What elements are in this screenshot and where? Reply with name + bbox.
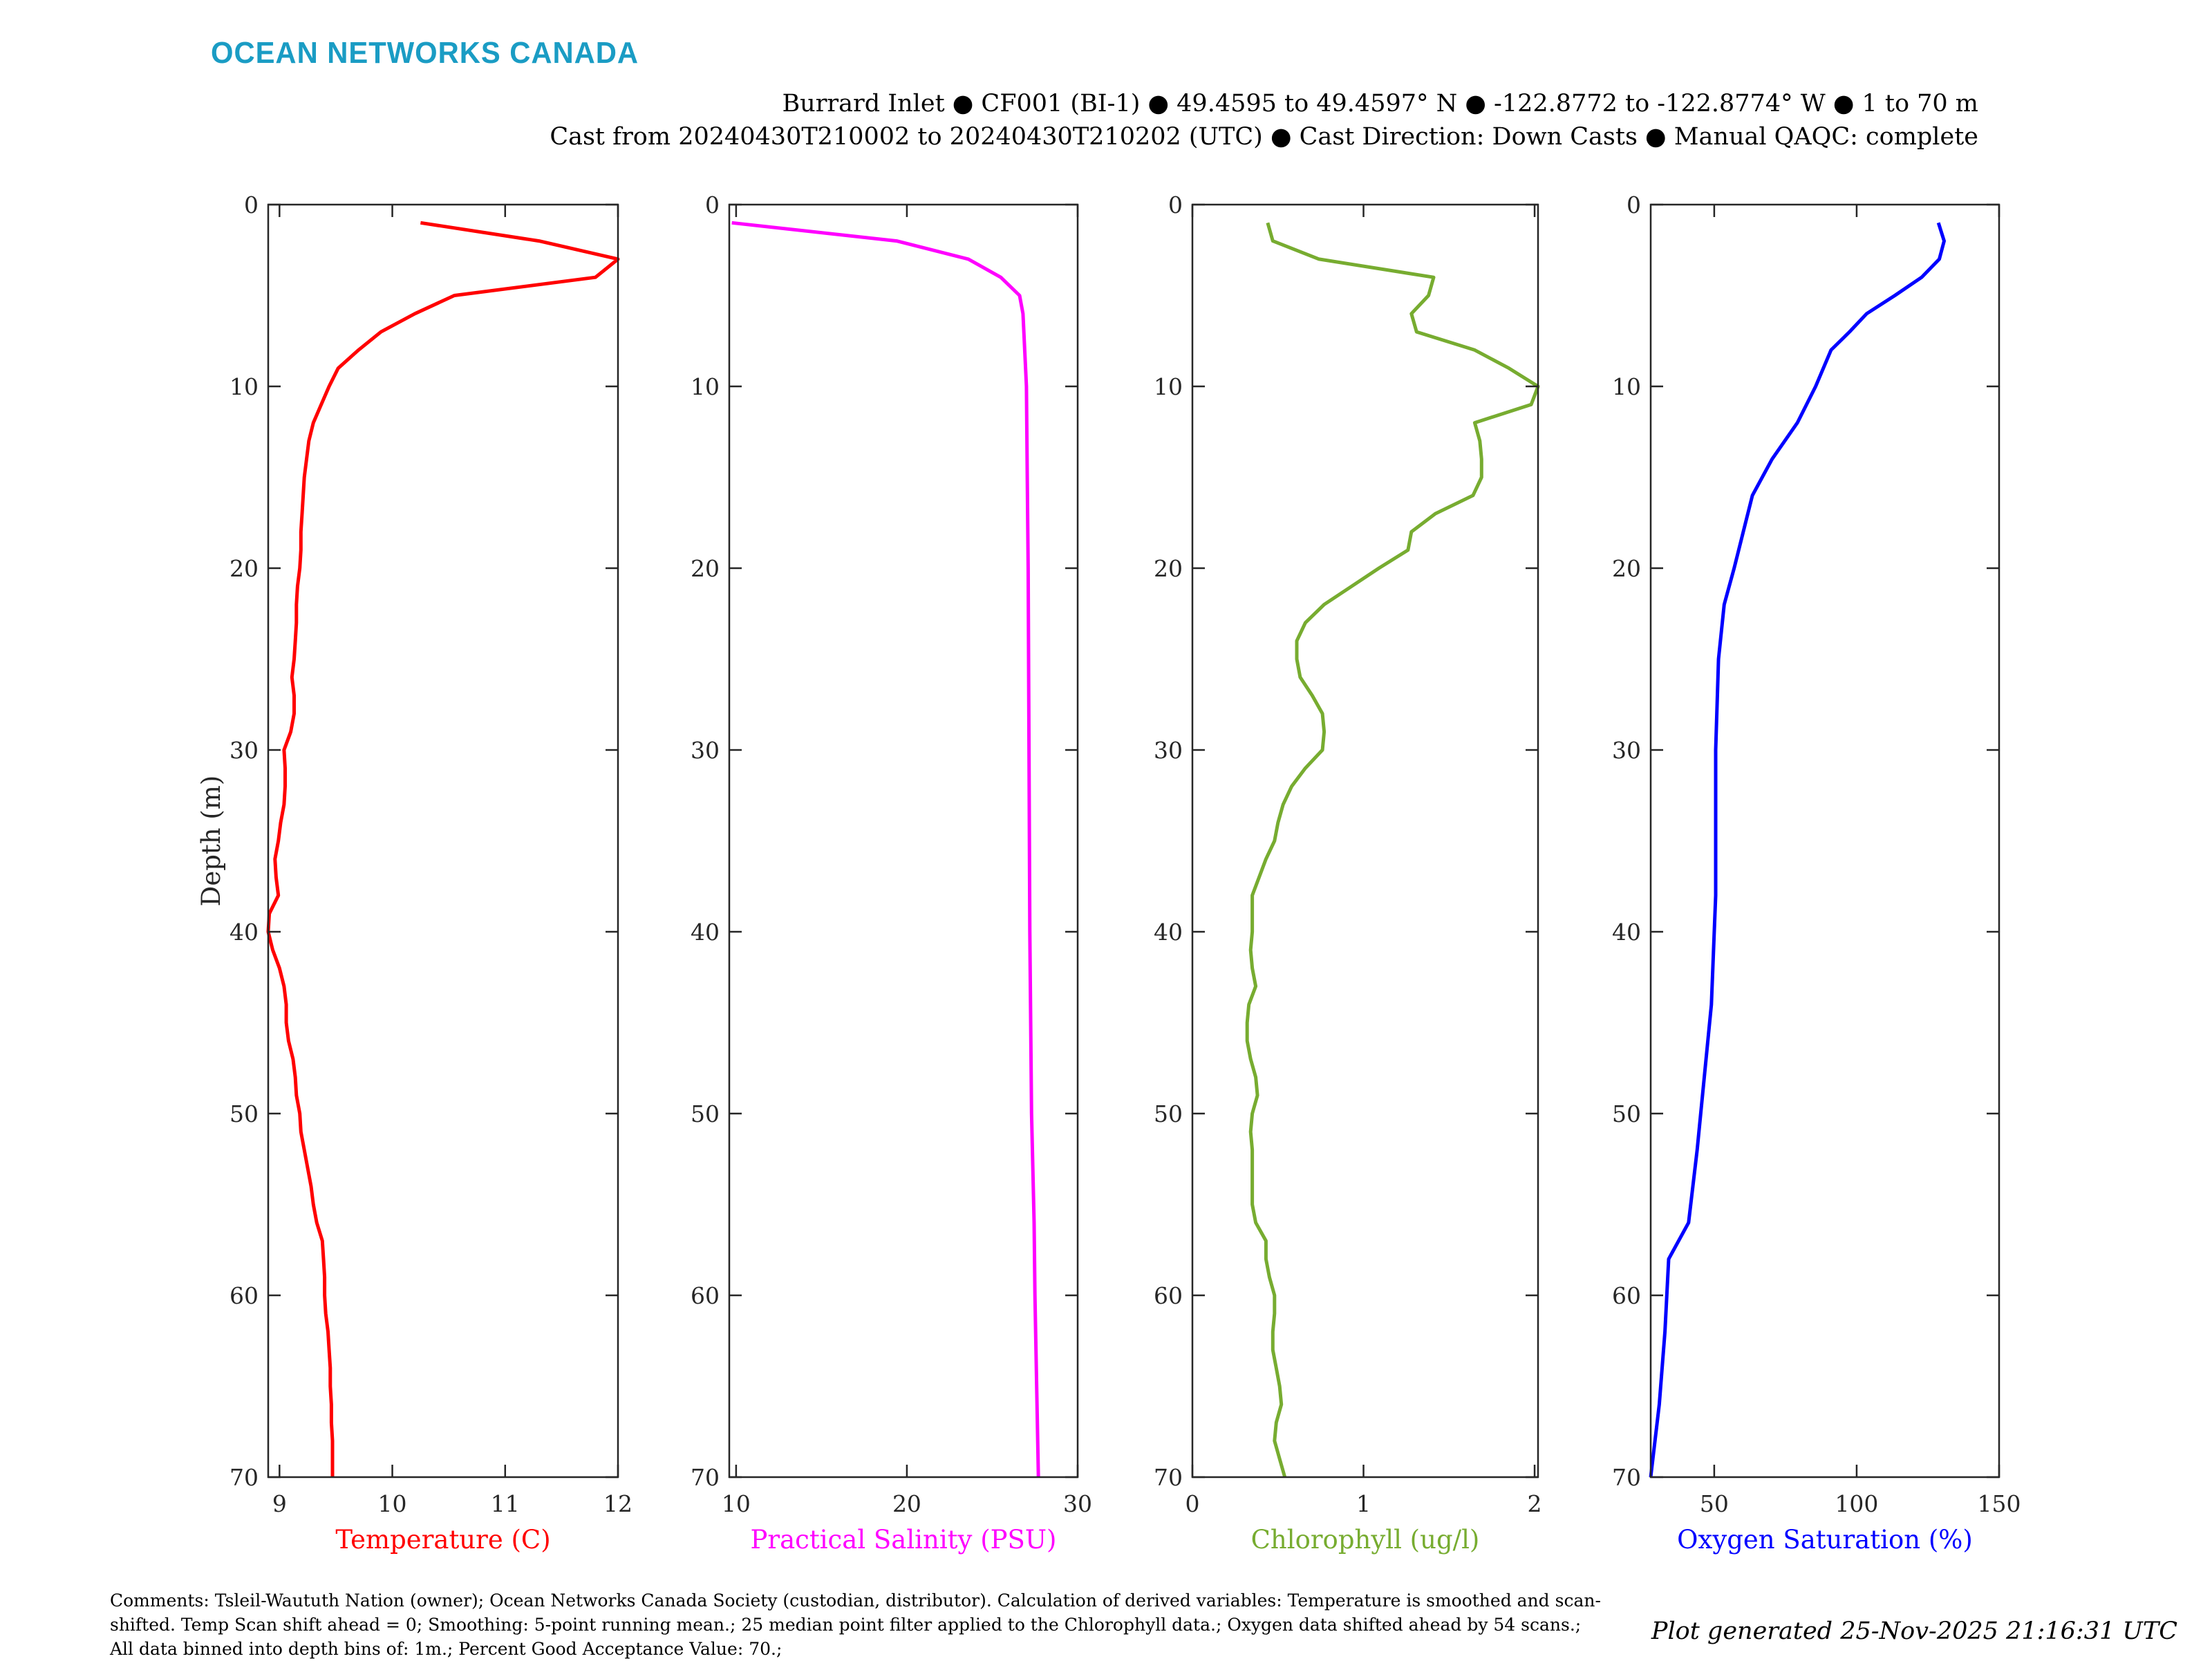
y-tick-label: 10 <box>1612 373 1641 400</box>
x-tick-label: 50 <box>1700 1490 1729 1517</box>
oxygen-profile-line <box>1649 222 1946 1478</box>
oxygen-axes-box <box>1649 203 2000 1479</box>
salinity-axis-label: Practical Salinity (PSU) <box>750 1525 1056 1555</box>
y-tick-label: 70 <box>691 1464 720 1491</box>
x-tick-label: 1 <box>1356 1490 1371 1517</box>
y-tick-label: 0 <box>705 191 720 218</box>
depth-axis-label: Depth (m) <box>196 776 226 907</box>
y-tick-label: 10 <box>1154 373 1183 400</box>
y-tick-label: 50 <box>1612 1100 1641 1127</box>
y-tick-label: 50 <box>691 1100 720 1127</box>
y-tick-label: 30 <box>1612 737 1641 764</box>
temperature-panel: 0 10 20 30 40 50 60 70 9 10 11 12 Temperature (C) Dep… <box>196 191 632 1555</box>
y-tick-label: 60 <box>691 1282 720 1309</box>
y-tick-label: 60 <box>1612 1282 1641 1309</box>
x-tick-label: 2 <box>1528 1490 1542 1517</box>
y-tick-label: 10 <box>691 373 720 400</box>
x-tick-label: 30 <box>1063 1490 1092 1517</box>
x-tick-label: 9 <box>272 1490 287 1517</box>
y-tick-label: 30 <box>691 737 720 764</box>
x-tick-label: 11 <box>491 1490 520 1517</box>
plot-generated-timestamp: Plot generated 25-Nov-2025 21:16:31 UTC <box>1651 1617 2177 1645</box>
salinity-axes-box <box>728 203 1079 1479</box>
x-tick-label: 0 <box>1185 1490 1200 1517</box>
chlorophyll-profile-line <box>1245 222 1540 1478</box>
chlorophyll-axes-box <box>1191 203 1539 1479</box>
y-tick-label: 20 <box>229 555 259 582</box>
y-tick-label: 30 <box>1154 737 1183 764</box>
y-tick-label: 0 <box>1168 191 1183 218</box>
y-tick-label: 60 <box>229 1282 259 1309</box>
y-tick-label: 10 <box>229 373 259 400</box>
y-tick-label: 30 <box>229 737 259 764</box>
oxygen-axis-label: Oxygen Saturation (%) <box>1677 1525 1973 1555</box>
y-tick-label: 20 <box>1154 555 1183 582</box>
y-tick-label: 40 <box>1154 919 1183 946</box>
y-tick-label: 40 <box>229 919 259 946</box>
y-tick-label: 60 <box>1154 1282 1183 1309</box>
y-tick-label: 40 <box>691 919 720 946</box>
plot-title-location: Burrard Inlet ● CF001 (BI-1) ● 49.4595 t… <box>782 90 1978 118</box>
x-tick-label: 10 <box>722 1490 751 1517</box>
x-tick-label: 12 <box>603 1490 632 1517</box>
salinity-profile-line <box>731 220 1040 1478</box>
y-tick-label: 70 <box>1154 1464 1183 1491</box>
y-tick-label: 50 <box>229 1100 259 1127</box>
y-tick-label: 50 <box>1154 1100 1183 1127</box>
temperature-axis-label: Temperature (C) <box>335 1525 550 1555</box>
temperature-axes-box <box>267 203 619 1479</box>
temperature-profile-line <box>266 220 620 1477</box>
ocean-networks-canada-logo: OCEAN NETWORKS CANADA <box>211 36 639 70</box>
y-tick-label: 0 <box>1627 191 1641 218</box>
x-tick-label: 10 <box>378 1490 407 1517</box>
y-tick-label: 40 <box>1612 919 1641 946</box>
plot-title-cast: Cast from 20240430T210002 to 20240430T21… <box>550 123 1978 151</box>
y-tick-label: 0 <box>244 191 259 218</box>
comments-text: Comments: Tsleil-Waututh Nation (owner);… <box>110 1590 1601 1659</box>
y-tick-label: 20 <box>691 555 720 582</box>
x-tick-label: 20 <box>892 1490 921 1517</box>
chlorophyll-axis-label: Chlorophyll (ug/l) <box>1251 1525 1480 1555</box>
x-tick-label: 100 <box>1835 1490 1878 1517</box>
y-tick-label: 70 <box>229 1464 259 1491</box>
x-tick-label: 150 <box>1978 1490 2021 1517</box>
y-tick-label: 70 <box>1612 1464 1641 1491</box>
y-tick-label: 20 <box>1612 555 1641 582</box>
